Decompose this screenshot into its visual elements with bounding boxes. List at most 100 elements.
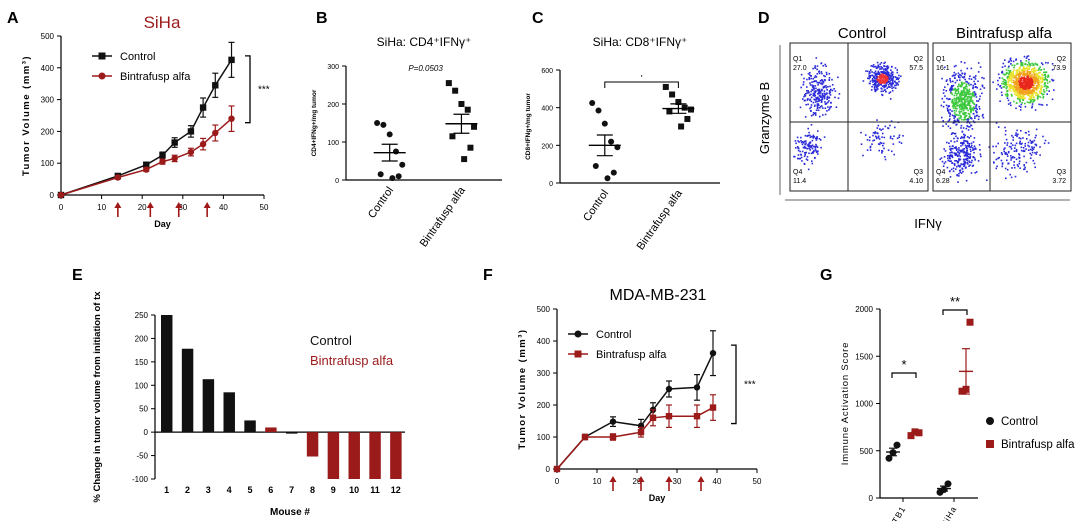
x-axis-label: Mouse #: [270, 507, 310, 518]
flow-event: [883, 80, 886, 82]
flow-event: [1027, 130, 1030, 133]
panel-label-b: B: [316, 10, 328, 27]
flow-event: [1031, 149, 1034, 152]
flow-event: [967, 99, 969, 102]
flow-event: [819, 96, 822, 98]
flow-event: [828, 77, 831, 79]
flow-event: [963, 150, 966, 153]
flow-event: [1042, 78, 1044, 80]
flow-event: [1028, 77, 1030, 80]
flow-event: [974, 78, 977, 80]
flow-event: [967, 112, 970, 115]
flow-event: [1017, 84, 1019, 86]
y-tick-label: 1500: [855, 352, 873, 361]
flow-event: [810, 135, 813, 138]
flow-event: [1017, 165, 1019, 168]
flow-event: [1034, 166, 1036, 169]
data-point-series-1: [553, 465, 561, 473]
flow-event: [965, 155, 968, 157]
flow-event: [970, 107, 973, 109]
flow-event: [1031, 105, 1034, 108]
flow-event: [1010, 155, 1012, 157]
data-point-1: [669, 91, 676, 98]
flow-event: [1037, 76, 1039, 79]
flow-event: [1030, 78, 1033, 80]
flow-event: [961, 105, 964, 107]
flow-event: [868, 72, 870, 75]
flow-event: [1038, 84, 1041, 86]
flow-event: [965, 94, 968, 97]
chart-title: SiHa: CD8⁺IFNγ⁺: [593, 35, 688, 49]
flow-event: [1023, 88, 1025, 90]
flow-event: [876, 86, 878, 89]
flow-event: [972, 102, 974, 104]
data-point-series-0: [143, 161, 150, 168]
flow-event: [883, 76, 886, 79]
flow-event: [1012, 87, 1015, 89]
flow-event: [1028, 58, 1030, 61]
flow-event: [953, 163, 956, 165]
flow-event: [879, 141, 882, 144]
flow-event: [965, 151, 968, 154]
flow-event: [815, 109, 818, 111]
flow-event: [872, 83, 875, 86]
series-line-1: [60, 118, 233, 196]
flow-event: [882, 85, 884, 88]
y-axis-label: Tumor Volume (mm³): [21, 55, 32, 176]
flow-event: [821, 97, 823, 100]
flow-event: [873, 88, 876, 90]
flow-event: [881, 79, 884, 81]
flow-event: [1030, 98, 1033, 100]
flow-event: [881, 152, 883, 154]
flow-event: [1034, 80, 1037, 82]
flow-event: [997, 126, 1000, 128]
flow-event: [962, 148, 964, 151]
flow-event: [827, 85, 829, 88]
flow-event: [1015, 76, 1018, 79]
flow-event: [800, 136, 802, 139]
flow-event: [891, 138, 894, 140]
flow-event: [965, 146, 967, 149]
flow-event: [878, 84, 880, 86]
flow-event: [813, 105, 816, 107]
flow-event: [806, 156, 809, 158]
flow-event: [812, 86, 815, 89]
flow-event: [970, 100, 973, 103]
flow-event: [1007, 80, 1010, 82]
flow-event: [960, 96, 962, 99]
flow-event: [1015, 91, 1017, 93]
flow-event: [879, 79, 882, 82]
flow-event: [956, 107, 958, 110]
flow-event: [1023, 89, 1025, 91]
x-tick-label: 30: [673, 477, 682, 486]
flow-event: [824, 75, 826, 78]
flow-event: [878, 76, 881, 79]
y-tick-label: 250: [135, 311, 149, 320]
flow-event: [801, 160, 803, 162]
flow-event: [800, 156, 803, 159]
flow-event: [1033, 80, 1036, 82]
flow-event: [1015, 150, 1018, 153]
flow-event: [960, 136, 963, 138]
flow-event: [956, 140, 958, 142]
flow-event: [954, 99, 956, 102]
flow-event: [960, 172, 963, 174]
flow-event: [821, 92, 823, 95]
flow-event: [1043, 142, 1046, 145]
flow-event: [1023, 69, 1026, 71]
flow-event: [1041, 74, 1044, 77]
flow-event: [1005, 69, 1008, 71]
flow-event: [966, 150, 968, 152]
flow-event: [967, 104, 969, 106]
flow-event: [816, 136, 818, 138]
y-tick-label: 400: [537, 337, 551, 346]
flow-event: [1023, 70, 1026, 72]
flow-event: [961, 143, 964, 146]
flow-event: [1022, 66, 1025, 68]
flow-event: [811, 160, 813, 162]
data-point-1: [688, 106, 694, 113]
flow-event: [1010, 142, 1012, 145]
x-tick-label: 0: [59, 203, 64, 212]
flow-event: [878, 72, 881, 74]
